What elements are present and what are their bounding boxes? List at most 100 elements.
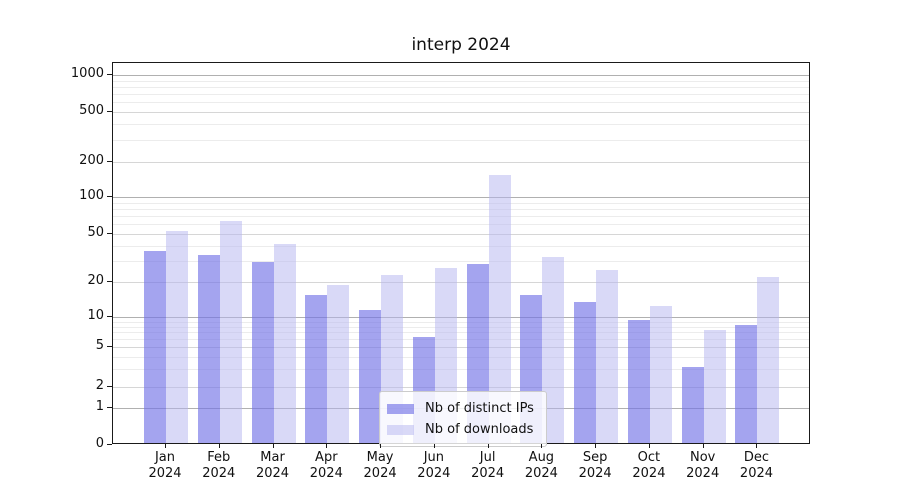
gridline-20	[113, 282, 809, 283]
chart-title: interp 2024	[411, 35, 511, 55]
gridline-50	[113, 234, 809, 235]
legend: Nb of distinct IPs Nb of downloads	[379, 391, 547, 447]
gridline-6	[113, 339, 809, 341]
plot-area: Nb of distinct IPs Nb of downloads	[112, 62, 810, 447]
bar-may-distinct-ips	[359, 310, 382, 443]
y-tick-mark-0	[107, 444, 112, 445]
gridline-10	[113, 317, 809, 318]
x-tick-mark-jan	[165, 444, 166, 448]
x-tick-mark-apr	[326, 444, 328, 448]
x-tick-mark-mar	[272, 444, 274, 448]
y-tick-label-100: 100	[79, 188, 104, 203]
gridline-80	[113, 208, 809, 210]
bar-jul-downloads	[488, 174, 511, 443]
y-tick-mark-1000	[107, 74, 112, 75]
y-tick-label-20: 20	[87, 273, 104, 288]
y-tick-label-200: 200	[79, 153, 104, 168]
y-tick-mark-200	[107, 161, 112, 162]
legend-label-downloads: Nb of downloads	[425, 422, 534, 437]
x-tick-mark-dec	[756, 444, 758, 448]
y-tick-mark-500	[107, 111, 112, 112]
y-tick-label-1000: 1000	[70, 66, 104, 81]
x-tick-label-sep: Sep 2024	[578, 450, 612, 481]
gridline-700	[113, 94, 809, 96]
gridline-7	[113, 332, 809, 334]
y-tick-label-5: 5	[95, 338, 104, 353]
x-tick-mark-may	[380, 444, 382, 448]
y-tick-mark-10	[107, 316, 112, 317]
x-tick-label-mar: Mar 2024	[255, 450, 290, 481]
bar-mar-distinct-ips	[251, 262, 274, 443]
bar-nov-distinct-ips	[681, 367, 704, 443]
gridline-70	[113, 216, 809, 218]
bar-apr-distinct-ips	[305, 294, 328, 443]
gridline-2	[113, 387, 809, 388]
x-tick-label-nov: Nov 2024	[686, 450, 720, 481]
gridline-200	[113, 162, 809, 163]
bar-apr-downloads	[327, 285, 350, 443]
gridline-600	[113, 102, 809, 104]
bar-sep-downloads	[596, 270, 619, 443]
bar-jan-downloads	[166, 230, 188, 443]
y-tick-label-10: 10	[87, 308, 104, 323]
gridline-40	[113, 245, 809, 247]
bar-oct-distinct-ips	[627, 319, 650, 443]
legend-row-downloads: Nb of downloads	[387, 419, 538, 440]
x-tick-label-jul: Jul 2024	[471, 450, 505, 481]
x-tick-mark-feb	[218, 444, 220, 448]
bar-oct-downloads	[649, 305, 672, 443]
gridline-300	[113, 139, 809, 141]
bar-jan-distinct-ips	[144, 250, 166, 443]
x-tick-mark-sep	[595, 444, 597, 448]
bar-aug-downloads	[542, 257, 565, 443]
gridline-100	[113, 197, 809, 198]
gridline-500	[113, 112, 809, 113]
gridline-900	[113, 80, 809, 82]
gridline-8	[113, 326, 809, 328]
bar-sep-distinct-ips	[574, 301, 597, 443]
y-tick-label-0: 0	[95, 436, 104, 451]
gridline-400	[113, 124, 809, 126]
x-tick-mark-jul	[487, 444, 489, 448]
y-tick-mark-100	[107, 196, 112, 197]
y-tick-label-2: 2	[95, 378, 104, 393]
x-tick-mark-oct	[648, 444, 650, 448]
bar-mar-downloads	[273, 243, 296, 443]
bar-feb-distinct-ips	[197, 255, 220, 443]
x-tick-mark-aug	[541, 444, 543, 448]
x-tick-label-jun: Jun 2024	[417, 450, 451, 481]
x-tick-label-apr: Apr 2024	[309, 450, 343, 481]
legend-label-distinct-ips: Nb of distinct IPs	[425, 401, 534, 416]
x-tick-label-feb: Feb 2024	[202, 450, 236, 481]
gridline-60	[113, 224, 809, 226]
x-tick-label-aug: Aug 2024	[524, 450, 558, 481]
gridline-4	[113, 356, 809, 358]
gridline-3	[113, 369, 809, 371]
x-tick-label-dec: Dec 2024	[739, 450, 774, 481]
gridline-800	[113, 86, 809, 88]
gridline-5	[113, 347, 809, 348]
legend-row-distinct-ips: Nb of distinct IPs	[387, 398, 538, 419]
legend-swatch-distinct-ips	[387, 403, 414, 414]
x-tick-label-oct: Oct 2024	[632, 450, 666, 481]
y-tick-label-50: 50	[87, 225, 104, 240]
bar-feb-downloads	[219, 221, 242, 443]
gridline-1000	[113, 75, 809, 76]
y-tick-label-500: 500	[79, 103, 104, 118]
y-tick-mark-2	[107, 386, 112, 387]
x-tick-label-may: May 2024	[363, 450, 397, 481]
y-tick-mark-1	[107, 407, 112, 408]
x-tick-mark-jun	[433, 444, 435, 448]
legend-swatch-downloads	[387, 424, 414, 435]
gridline-30	[113, 260, 809, 262]
gridline-90	[113, 202, 809, 204]
bar-dec-distinct-ips	[735, 324, 758, 443]
gridline-9	[113, 321, 809, 323]
y-tick-label-1: 1	[95, 399, 104, 414]
y-tick-mark-5	[107, 346, 112, 347]
bar-nov-downloads	[703, 330, 726, 443]
y-tick-mark-50	[107, 233, 112, 234]
x-tick-mark-nov	[702, 444, 704, 448]
bar-dec-downloads	[757, 277, 780, 443]
